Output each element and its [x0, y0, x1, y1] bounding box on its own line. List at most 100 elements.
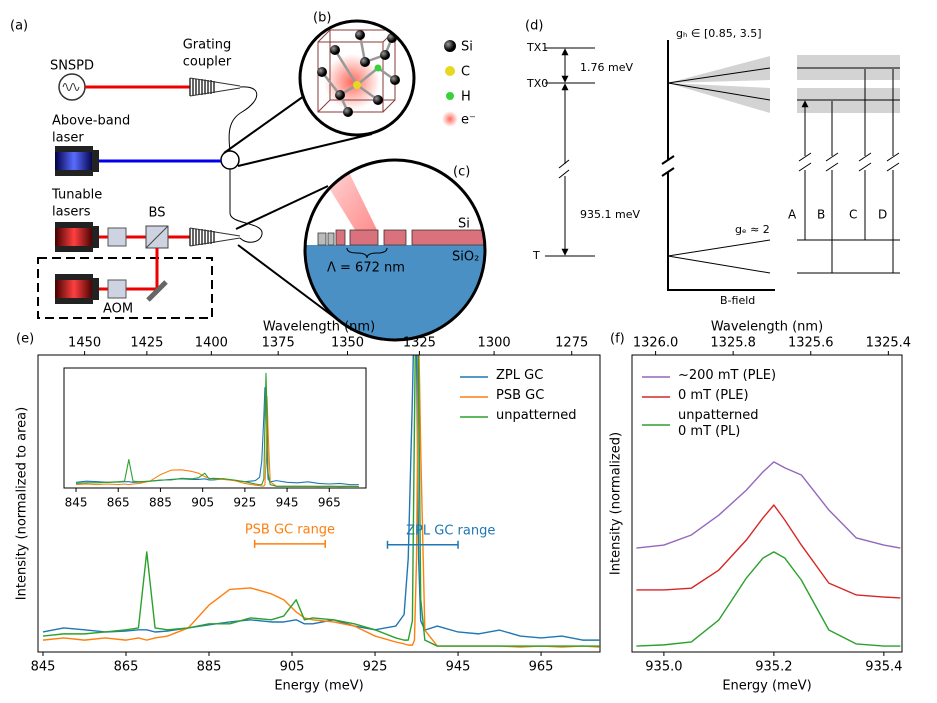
x-tick-label: 885 [197, 660, 222, 675]
panel-a-path [62, 83, 80, 91]
plot-frame [37, 354, 601, 653]
panel-label: (a) [10, 19, 28, 34]
panel-c-g-path [346, 247, 388, 259]
panel-d-line [667, 67, 771, 84]
panel-a-rect [55, 146, 93, 152]
laser-label: Tunable [51, 188, 102, 203]
panel-b-circle [446, 92, 454, 100]
legend-label: ~200 mT (PLE) [678, 368, 777, 383]
x2-axis-label: Wavelength (nm) [263, 320, 375, 335]
x-tick-label: 905 [280, 660, 305, 675]
panel-b-g-circle [374, 64, 382, 72]
panel-d-line [667, 255, 771, 274]
panel-a-line [235, 185, 329, 230]
panel-a-rect [55, 274, 93, 280]
x-tick-label: 925 [233, 496, 256, 510]
panel-a-line [237, 133, 373, 167]
x2-tick-label: 1400 [195, 336, 228, 351]
panel-b-g-circle [380, 50, 390, 60]
x-axis-label: Energy (meV) [722, 679, 811, 694]
panel-b-circle [442, 111, 458, 127]
panel-a-line [146, 280, 168, 302]
x-tick-label: 935.2 [755, 660, 792, 675]
x2-tick-label: 1450 [68, 336, 101, 351]
panel-b: (b) Si C H e⁻ [298, 11, 476, 137]
panel-b-g-circle [343, 107, 353, 117]
panel-a: (a) SNSPD Grating coupler Above-band las… [10, 19, 373, 321]
coupler-label: coupler [183, 55, 232, 70]
x-tick-label: 845 [65, 496, 88, 510]
panel-label: (c) [453, 165, 470, 180]
x-axis-label: Energy (meV) [274, 679, 363, 694]
panel-a-rect [92, 278, 99, 300]
panel-b-g-circle [360, 57, 370, 67]
aom-label: AOM [103, 302, 133, 317]
spectrum-line [636, 504, 901, 599]
spectrum-line [42, 355, 600, 647]
panel-b-g-circle [335, 90, 345, 100]
panel-b-circle [445, 66, 455, 76]
panel-b-g-circle [355, 30, 365, 40]
legend-label: unpatterned 0 mT (PL) [678, 408, 759, 439]
panel-label: (b) [313, 11, 331, 26]
range-label: PSB GC range [245, 522, 335, 537]
panel-a-rect [107, 279, 127, 299]
legend-label: unpatterned [496, 408, 577, 423]
x2-tick-label: 1275 [555, 336, 588, 351]
transition-label: C [849, 208, 857, 222]
x2-tick-label: 1325.8 [710, 336, 756, 351]
level-label: TX0 [526, 77, 548, 90]
x2-tick-label: 1325.4 [866, 336, 912, 351]
ge-label: gₑ ≈ 2 [735, 223, 770, 236]
spectrum-line [636, 551, 901, 647]
legend-label: ZPL GC [496, 368, 544, 383]
panel-d-path [805, 69, 894, 272]
x-tick-label: 865 [114, 660, 139, 675]
panel-b-g-circle [317, 67, 327, 77]
legend-text: C [461, 65, 470, 80]
bs-label: BS [149, 206, 166, 221]
x2-tick-label: 1325 [403, 336, 436, 351]
panel-b-g [317, 29, 400, 117]
gap-label: 935.1 meV [580, 208, 640, 221]
panel-d: (d) TX1 TX0 T 1.76 meV 935.1 meV gₕ ∈ [0… [525, 19, 900, 307]
x-tick-label: 905 [191, 496, 214, 510]
transition-label: D [878, 208, 887, 222]
panel-d-line [667, 239, 771, 257]
panel-a-rect [92, 150, 99, 172]
x-tick-label: 885 [149, 496, 172, 510]
panel-a-circle [220, 150, 240, 170]
panel-b-g-circle [330, 45, 340, 55]
legend-text: Si [461, 40, 473, 55]
panel-c-g-path [335, 229, 485, 246]
level-label: T [532, 249, 540, 262]
level-label: TX1 [526, 41, 548, 54]
sio2-label: SiO₂ [452, 250, 479, 265]
panel-a-line [145, 225, 169, 249]
legend-text: e⁻ [461, 113, 476, 128]
range-bracket [253, 539, 326, 548]
legend-label: PSB GC [496, 388, 545, 403]
x-tick-label: 845 [31, 660, 56, 675]
panel-c-circle [303, 158, 487, 342]
panel-d-path [558, 159, 570, 179]
panel-label: (f) [610, 332, 625, 347]
panel-a-line [237, 244, 339, 321]
panel-d-line [667, 82, 771, 101]
x-tick-label: 965 [318, 496, 341, 510]
panel-a-rect [107, 227, 127, 247]
panel-b-circle [298, 19, 416, 137]
legend-text: H [461, 90, 471, 105]
panel-a-path [228, 86, 263, 243]
x2-tick-label: 1350 [331, 336, 364, 351]
panel-d-polygon [668, 83, 770, 113]
panel-d-polygon [668, 56, 770, 83]
panel-d-path [804, 236, 894, 273]
y-axis-label: Intensity (normalized to area) [15, 407, 30, 600]
panel-a-rect [55, 170, 93, 176]
plot-frame [631, 354, 903, 653]
x-tick-label: 865 [107, 496, 130, 510]
panel-a-rect [55, 222, 93, 228]
panel-a-rect [37, 257, 213, 319]
